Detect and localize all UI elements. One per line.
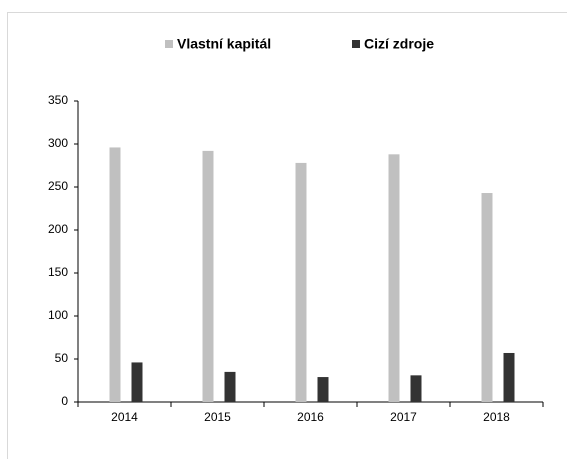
- y-tick-label: 0: [61, 394, 68, 408]
- bar: [225, 372, 236, 402]
- y-tick-label: 200: [48, 222, 68, 236]
- legend-label: Vlastní kapitál: [177, 36, 271, 52]
- bar: [203, 151, 214, 402]
- bar: [132, 362, 143, 402]
- legend-swatch: [165, 40, 173, 48]
- y-tick-label: 150: [48, 265, 68, 279]
- bar: [411, 375, 422, 402]
- bar: [482, 193, 493, 402]
- y-tick-label: 250: [48, 179, 68, 193]
- bar: [110, 147, 121, 402]
- x-tick-label: 2016: [297, 410, 324, 424]
- x-tick-label: 2015: [204, 410, 231, 424]
- x-tick-label: 2014: [111, 410, 138, 424]
- y-tick-label: 350: [48, 93, 68, 107]
- bar: [318, 377, 329, 402]
- x-tick-label: 2017: [390, 410, 417, 424]
- legend-label: Cizí zdroje: [364, 36, 434, 52]
- x-tick-label: 2018: [483, 410, 510, 424]
- y-tick-label: 100: [48, 308, 68, 322]
- y-tick-label: 50: [55, 351, 69, 365]
- legend-swatch: [352, 40, 360, 48]
- bar: [389, 154, 400, 402]
- bar: [296, 163, 307, 402]
- bar: [504, 353, 515, 402]
- y-tick-label: 300: [48, 136, 68, 150]
